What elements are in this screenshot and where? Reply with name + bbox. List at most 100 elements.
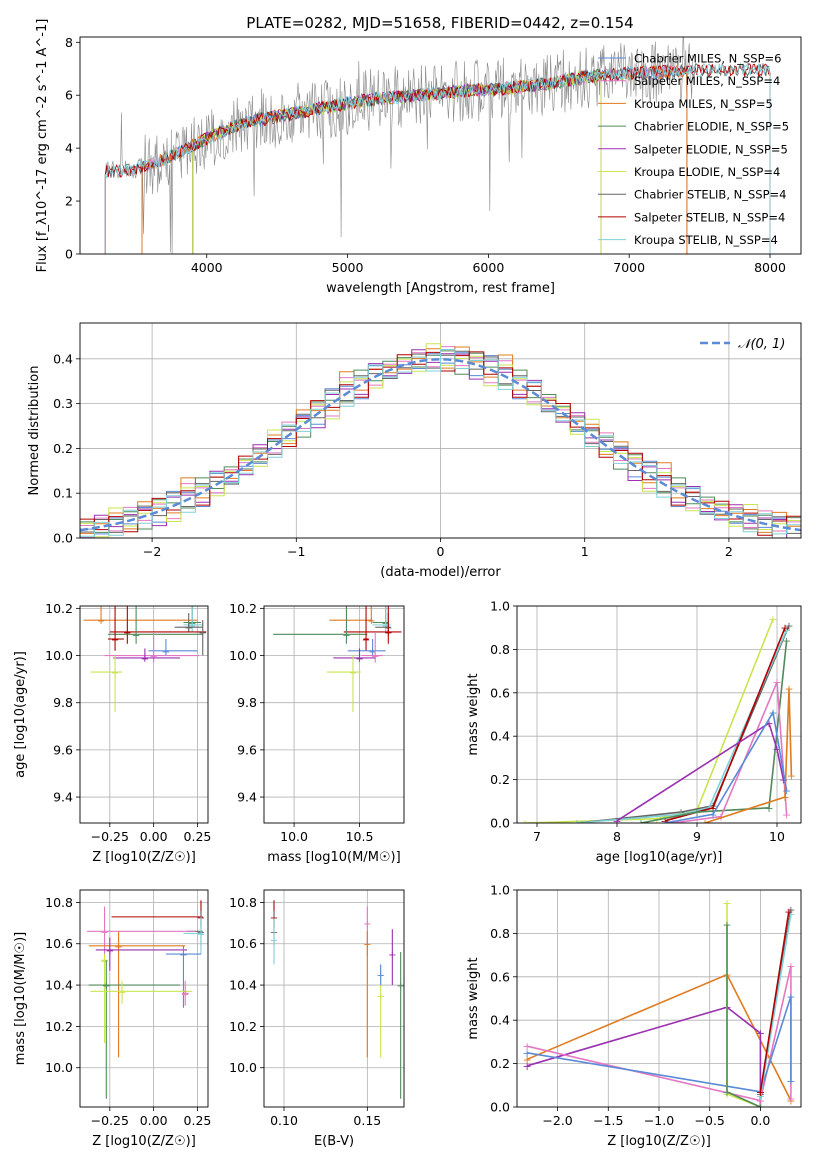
point-7: +	[148, 639, 198, 658]
panel-mass-vs-EBV: +++++++++0.100.1510.010.210.410.610.8E(B…	[229, 889, 405, 1149]
y-tick-label-0: 0.0	[490, 1100, 510, 1115]
marker-3: +	[185, 623, 193, 634]
marker-2: +	[188, 621, 196, 632]
x-tick-label-1: −1.5	[593, 1113, 623, 1128]
series-marker-5-0: +	[668, 817, 677, 830]
series-line-3	[664, 627, 786, 822]
legend-gaussian-label: 𝒩(0, 1)	[738, 337, 785, 352]
point-0: +	[83, 606, 198, 627]
y-tick-label-4: 10.2	[229, 601, 257, 616]
marker-0: +	[367, 616, 375, 627]
series-marker-7-0: +	[612, 815, 621, 828]
axes-frame	[79, 322, 802, 539]
series-marker-7-1: +	[786, 908, 795, 921]
y-tick-label-3: 0.6	[490, 685, 510, 700]
series-marker-8-3: +	[782, 784, 791, 797]
series-marker-1-1: +	[676, 806, 685, 819]
x-axis-label: (data-model)/error	[380, 565, 501, 580]
series-5: +++	[722, 919, 765, 1114]
model-line-kroupa-stelib	[104, 62, 771, 254]
y-tick-label-0: 0	[65, 247, 73, 262]
series-line-2	[576, 629, 788, 823]
point-9: +	[90, 980, 193, 1004]
marker-4: +	[384, 628, 392, 639]
x-tick-label-0: −0.25	[91, 829, 129, 844]
marker-10: +	[181, 989, 189, 1000]
series-marker-8-1: +	[708, 808, 717, 821]
legend-label-1: Salpeter MILES, N_SSP=4	[634, 74, 780, 88]
series-marker-0-0: +	[523, 1053, 532, 1066]
axes-frame	[79, 605, 209, 824]
point-8: +	[88, 960, 180, 1099]
point-7: +	[347, 639, 386, 658]
series-marker-2-0: +	[572, 817, 581, 830]
point-9: +	[113, 648, 180, 665]
x-tick-label-2: 9	[693, 829, 701, 844]
series-marker-4-0: +	[636, 817, 645, 830]
x-axis-label: age [log10(age/yr)]	[596, 850, 723, 865]
y-tick-label-5: 1.0	[490, 883, 510, 898]
series-marker-8-1: +	[784, 906, 793, 919]
point-5: +	[273, 606, 368, 644]
y-tick-label-3: 0.3	[53, 396, 73, 411]
series-marker-4-2: +	[764, 802, 773, 815]
plot-area-spectrum	[104, 37, 771, 254]
y-tick-label-0: 0.0	[53, 531, 73, 546]
series-8: ++++	[660, 706, 791, 830]
y-tick-label-1: 0.2	[490, 1056, 510, 1071]
series-marker-1-2: +	[756, 1027, 765, 1040]
series-marker-0-2: +	[786, 1094, 795, 1107]
series-marker-2-0: +	[523, 1040, 532, 1053]
marker-8: +	[371, 652, 379, 663]
y-tick-label-2: 10.4	[45, 978, 73, 993]
point-4: +	[363, 931, 372, 1058]
series-marker-7-3: +	[779, 774, 788, 787]
y-tick-label-2: 0.4	[490, 1013, 510, 1028]
panel-age-vs-mass: +++++++++++ 10.0 10.5 9.4 9.6 9.8 10.0 10.2 mass…	[229, 601, 405, 865]
gaussian-curve	[80, 358, 801, 532]
series-marker-8-0: +	[660, 817, 669, 830]
axes-frame	[263, 605, 405, 824]
plot-area-massweight-vs-age: + ++++++++++++++++ ++++++++++++++++++	[520, 613, 796, 830]
marker-3: +	[100, 927, 108, 938]
figure-title: PLATE=0282, MJD=51658, FIBERID=0442, z=0…	[246, 14, 633, 32]
y-tick-label-0: 10.0	[45, 1060, 73, 1075]
legend-label-7: Salpeter STELIB, N_SSP=4	[634, 210, 785, 224]
axes-frame	[79, 36, 802, 255]
marker-0: +	[97, 616, 105, 627]
series-marker-3-1: +	[708, 802, 717, 815]
y-tick-label-0: 9.4	[53, 790, 73, 805]
point-10: +	[181, 980, 189, 1006]
series-6: ++++	[700, 682, 796, 823]
series-marker-3-3: +	[786, 1075, 795, 1088]
plot-area-age-vs-Z: ++++++++++++	[83, 606, 207, 713]
marker-7: +	[396, 981, 404, 992]
series-marker-2-3: +	[782, 624, 791, 637]
x-tick-label-2: 0.25	[184, 1113, 212, 1128]
marker-8: +	[102, 981, 110, 992]
y-tick-label-0: 0.0	[490, 816, 510, 831]
y-axis-label: mass weight	[466, 957, 481, 1039]
marker-5: +	[342, 630, 350, 641]
point-10: +	[90, 655, 123, 713]
y-tick-label-4: 0.8	[490, 642, 510, 657]
panel-massweight-vs-age: + ++++++++++++++++ ++++++++++++++++++7 8 9 10…	[466, 599, 802, 865]
series-marker-5-2: +	[756, 1101, 765, 1114]
marker-7: +	[368, 647, 376, 658]
legend-label-2: Kroupa MILES, N_SSP=5	[634, 97, 773, 111]
series-8: ++	[756, 906, 794, 1099]
point-11: +	[199, 620, 207, 656]
x-tick-label-0: −2	[143, 544, 161, 559]
marker-6: +	[376, 991, 384, 1002]
series-marker-7-1: +	[764, 717, 773, 730]
series-marker-3-2: +	[786, 990, 795, 1003]
point-6: +	[165, 945, 201, 1008]
series-marker-6-1: +	[786, 904, 795, 917]
series-marker-6-1: +	[780, 791, 789, 804]
y-tick-label-3: 10.6	[45, 936, 73, 951]
y-tick-label-1: 0.2	[490, 772, 510, 787]
point-4: +	[88, 931, 186, 1058]
series-marker-3-2: +	[780, 622, 789, 635]
x-axis-label: E(B-V)	[314, 1134, 354, 1149]
x-tick-label-0: −2.0	[542, 1113, 572, 1128]
